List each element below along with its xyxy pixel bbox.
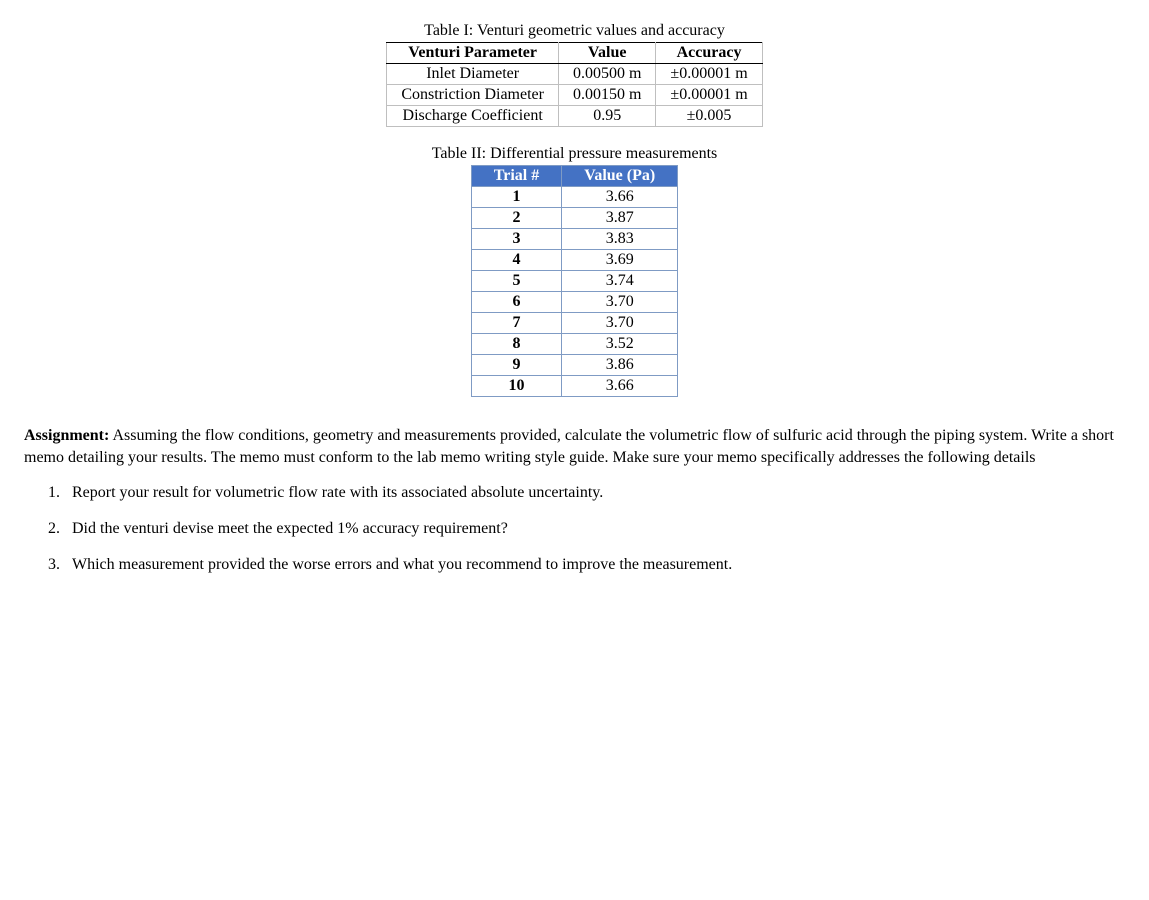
table2-header-row: Trial # Value (Pa) xyxy=(471,166,677,187)
cell: ±0.00001 m xyxy=(656,85,762,106)
table2-col0: Trial # xyxy=(471,166,561,187)
cell: 2 xyxy=(471,208,561,229)
cell: 3.87 xyxy=(562,208,678,229)
table-row: 13.66 xyxy=(471,187,677,208)
cell: 3.70 xyxy=(562,313,678,334)
list-item: Which measurement provided the worse err… xyxy=(64,556,1125,574)
cell: ±0.005 xyxy=(656,106,762,127)
list-item: Report your result for volumetric flow r… xyxy=(64,484,1125,502)
table-row: 53.74 xyxy=(471,271,677,292)
table-row: 43.69 xyxy=(471,250,677,271)
table-row: 63.70 xyxy=(471,292,677,313)
cell: 6 xyxy=(471,292,561,313)
cell: 3 xyxy=(471,229,561,250)
cell: 5 xyxy=(471,271,561,292)
cell: Inlet Diameter xyxy=(387,64,559,85)
cell: 0.00150 m xyxy=(558,85,655,106)
cell: 3.74 xyxy=(562,271,678,292)
cell: 1 xyxy=(471,187,561,208)
cell: 8 xyxy=(471,334,561,355)
table-row: 83.52 xyxy=(471,334,677,355)
table-row: 33.83 xyxy=(471,229,677,250)
table2-caption: Table II: Differential pressure measurem… xyxy=(24,145,1125,163)
table-row: 73.70 xyxy=(471,313,677,334)
assignment-paragraph: Assignment: Assuming the flow conditions… xyxy=(24,425,1125,468)
cell: 3.83 xyxy=(562,229,678,250)
table1-caption: Table I: Venturi geometric values and ac… xyxy=(24,22,1125,40)
cell: 3.52 xyxy=(562,334,678,355)
table2-col1: Value (Pa) xyxy=(562,166,678,187)
cell: Constriction Diameter xyxy=(387,85,559,106)
table1-col2: Accuracy xyxy=(656,43,762,64)
cell: 7 xyxy=(471,313,561,334)
cell: 3.66 xyxy=(562,376,678,397)
table1: Venturi Parameter Value Accuracy Inlet D… xyxy=(386,42,762,127)
table-row: 23.87 xyxy=(471,208,677,229)
cell: Discharge Coefficient xyxy=(387,106,559,127)
assignment-body: Assuming the flow conditions, geometry a… xyxy=(24,427,1114,466)
cell: 3.86 xyxy=(562,355,678,376)
cell: 3.69 xyxy=(562,250,678,271)
table-row: 93.86 xyxy=(471,355,677,376)
list-item: Did the venturi devise meet the expected… xyxy=(64,520,1125,538)
table2: Trial # Value (Pa) 13.66 23.87 33.83 43.… xyxy=(471,165,678,397)
cell: 9 xyxy=(471,355,561,376)
cell: 0.00500 m xyxy=(558,64,655,85)
table-row: 103.66 xyxy=(471,376,677,397)
cell: 10 xyxy=(471,376,561,397)
question-list: Report your result for volumetric flow r… xyxy=(24,484,1125,574)
table1-col1: Value xyxy=(558,43,655,64)
cell: 3.66 xyxy=(562,187,678,208)
table-row: Discharge Coefficient 0.95 ±0.005 xyxy=(387,106,762,127)
table-row: Constriction Diameter 0.00150 m ±0.00001… xyxy=(387,85,762,106)
cell: 0.95 xyxy=(558,106,655,127)
table1-col0: Venturi Parameter xyxy=(387,43,559,64)
assignment-label: Assignment: xyxy=(24,427,109,444)
table-row: Inlet Diameter 0.00500 m ±0.00001 m xyxy=(387,64,762,85)
table1-header-row: Venturi Parameter Value Accuracy xyxy=(387,43,762,64)
cell: 3.70 xyxy=(562,292,678,313)
cell: 4 xyxy=(471,250,561,271)
cell: ±0.00001 m xyxy=(656,64,762,85)
